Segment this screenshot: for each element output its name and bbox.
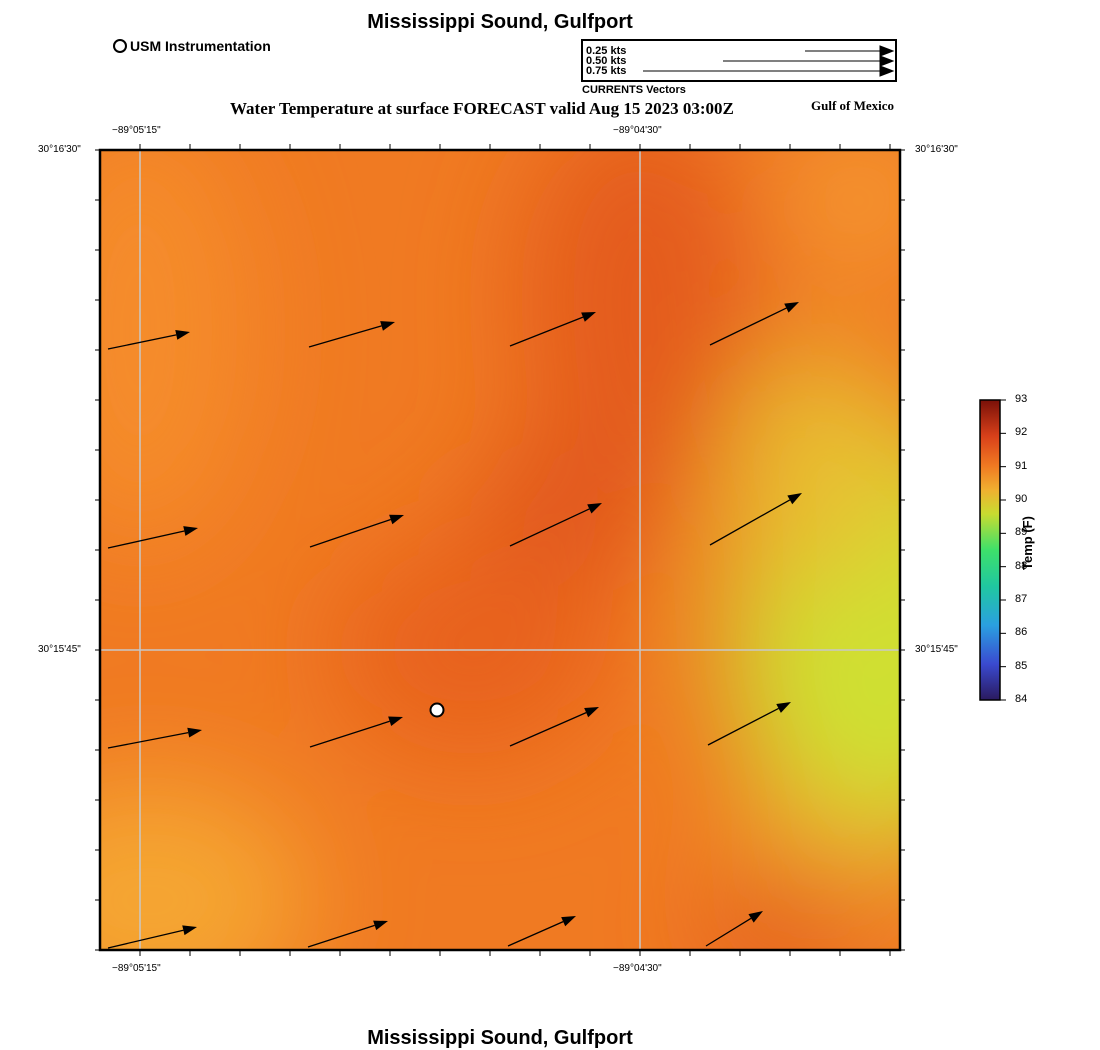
vector-scale-legend: 0.25 kts 0.50 kts 0.75 kts — [581, 39, 897, 82]
colorbar-tick-label: 87 — [1015, 593, 1028, 605]
current-vector-arrowhead — [581, 312, 596, 322]
colorbar-tick-label: 93 — [1015, 393, 1028, 405]
colorbar-tick-label: 86 — [1015, 626, 1028, 639]
vector-caption: CURRENTS Vectors — [582, 84, 686, 96]
vector-scale-label-1: 0.25 kts — [586, 45, 627, 57]
colorbar-tick-label: 89 — [1015, 526, 1028, 539]
current-vector-shaft — [107, 929, 184, 949]
lon-label-top-1: −89°05'15" — [112, 125, 161, 136]
current-vector-arrowhead — [776, 702, 791, 713]
current-vectors — [107, 302, 802, 949]
current-vector-shaft — [309, 720, 390, 748]
colorbar-tick-label: 92 — [1015, 426, 1028, 439]
vector-scale-label-2: 0.50 kts — [586, 55, 627, 67]
current-vector-arrowhead — [748, 911, 763, 923]
current-vector-arrowhead — [380, 321, 395, 331]
lon-label-bottom-1: −89°05'15" — [112, 963, 161, 974]
current-vector-arrowhead — [787, 493, 802, 505]
current-vector-arrowhead — [584, 707, 599, 718]
current-vector-shaft — [709, 307, 787, 346]
station-legend-label: USM Instrumentation — [130, 38, 271, 54]
current-vector-arrowhead — [389, 514, 404, 525]
vector-scale-arrows — [643, 45, 895, 77]
colorbar-ticks — [1000, 399, 1006, 701]
current-vector-arrowhead — [187, 727, 202, 738]
footer-title: Mississippi Sound, Gulfport — [367, 1027, 633, 1049]
current-vector-shaft — [107, 731, 189, 749]
lat-label-right-1: 30°16'30" — [915, 144, 958, 155]
current-vector-arrowhead — [784, 302, 799, 313]
station-marker — [429, 702, 445, 718]
lat-label-left-1: 30°16'30" — [38, 144, 81, 155]
vector-scale-label-3: 0.75 kts — [586, 65, 627, 77]
lon-label-top-2: −89°04'30" — [613, 125, 662, 136]
lat-label-left-2: 30°15'45" — [38, 644, 81, 655]
colorbar — [979, 399, 1001, 701]
current-vector-shaft — [709, 499, 791, 546]
current-vector-shaft — [309, 518, 391, 548]
colorbar-title: Temp (F) — [1020, 516, 1035, 570]
current-vector-shaft — [107, 530, 185, 549]
current-vector-arrowhead — [175, 329, 190, 340]
frame-ticks — [95, 144, 905, 956]
current-vector-arrowhead — [183, 526, 198, 536]
temperature-field — [100, 150, 900, 950]
map-title: Mississippi Sound, Gulfport — [367, 11, 633, 33]
station-legend: USM Instrumentation — [113, 38, 271, 54]
lon-label-bottom-2: −89°04'30" — [613, 963, 662, 974]
current-vector-arrowhead — [587, 503, 602, 514]
current-vector-arrowhead — [561, 916, 576, 927]
current-vector-shaft — [107, 334, 177, 350]
current-vector-arrowhead — [182, 925, 197, 936]
colorbar-tick-label: 91 — [1015, 459, 1028, 472]
colorbar-tick-label: 90 — [1015, 493, 1028, 505]
current-vector-arrowhead — [373, 920, 388, 931]
station-marker-icon — [113, 39, 127, 53]
current-vector-shaft — [307, 924, 375, 948]
region-label: Gulf of Mexico — [811, 98, 895, 113]
current-vector-shaft — [707, 707, 779, 746]
colorbar-tick-label: 88 — [1015, 559, 1028, 572]
current-vector-shaft — [509, 316, 584, 347]
colorbar-tick-label: 84 — [1015, 693, 1028, 705]
colorbar-tick-label: 85 — [1015, 659, 1028, 672]
forecast-title: Water Temperature at surface FORECAST va… — [230, 99, 734, 118]
current-vector-shaft — [308, 325, 382, 348]
current-vector-shaft — [509, 508, 590, 547]
graticule — [100, 150, 900, 950]
current-vector-arrowhead — [388, 716, 403, 727]
current-vector-shaft — [507, 921, 564, 947]
lat-label-right-2: 30°15'45" — [915, 644, 958, 655]
current-vector-shaft — [705, 917, 752, 947]
station-marker-icon — [429, 702, 445, 718]
current-vector-shaft — [509, 712, 587, 747]
